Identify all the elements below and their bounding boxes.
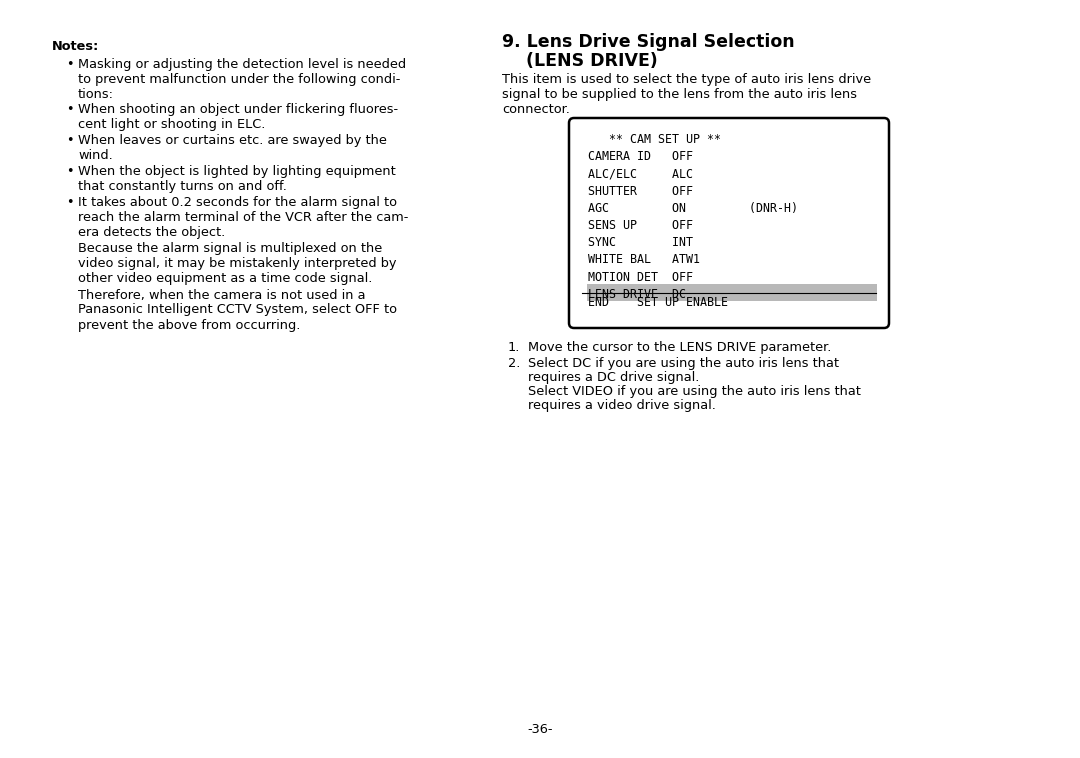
Text: LENS DRIVE  DC: LENS DRIVE DC xyxy=(588,288,686,301)
Text: SYNC        INT: SYNC INT xyxy=(588,236,693,249)
Text: Select VIDEO if you are using the auto iris lens that: Select VIDEO if you are using the auto i… xyxy=(528,385,861,399)
Bar xyxy=(588,283,877,301)
Text: END    SET UP ENABLE: END SET UP ENABLE xyxy=(588,296,728,309)
Text: •: • xyxy=(66,196,73,209)
Text: •: • xyxy=(66,103,73,116)
Text: This item is used to select the type of auto iris lens drive
signal to be suppli: This item is used to select the type of … xyxy=(502,73,872,116)
Text: requires a video drive signal.: requires a video drive signal. xyxy=(528,399,716,412)
Text: When leaves or curtains etc. are swayed by the
wind.: When leaves or curtains etc. are swayed … xyxy=(78,134,387,162)
Text: MOTION DET  OFF: MOTION DET OFF xyxy=(588,271,693,283)
Text: SHUTTER     OFF: SHUTTER OFF xyxy=(588,185,693,198)
Text: •: • xyxy=(66,165,73,178)
Text: ** CAM SET UP **: ** CAM SET UP ** xyxy=(588,133,721,146)
Text: Notes:: Notes: xyxy=(52,40,99,53)
Text: •: • xyxy=(66,58,73,71)
Text: SENS UP     OFF: SENS UP OFF xyxy=(588,219,693,232)
Text: •: • xyxy=(66,134,73,147)
Text: When shooting an object under flickering fluores-
cent light or shooting in ELC.: When shooting an object under flickering… xyxy=(78,103,399,131)
Text: requires a DC drive signal.: requires a DC drive signal. xyxy=(528,371,700,384)
Text: 2.: 2. xyxy=(508,357,521,370)
Text: WHITE BAL   ATW1: WHITE BAL ATW1 xyxy=(588,253,700,266)
Text: Because the alarm signal is multiplexed on the
video signal, it may be mistakenl: Because the alarm signal is multiplexed … xyxy=(78,242,396,285)
Text: (LENS DRIVE): (LENS DRIVE) xyxy=(502,52,658,70)
Text: Select DC if you are using the auto iris lens that: Select DC if you are using the auto iris… xyxy=(528,357,839,370)
Text: Therefore, when the camera is not used in a
Panasonic Intelligent CCTV System, s: Therefore, when the camera is not used i… xyxy=(78,289,397,331)
Text: ALC/ELC     ALC: ALC/ELC ALC xyxy=(588,168,693,180)
FancyBboxPatch shape xyxy=(569,118,889,328)
Text: When the object is lighted by lighting equipment
that constantly turns on and of: When the object is lighted by lighting e… xyxy=(78,165,395,193)
Text: 1.: 1. xyxy=(508,341,521,354)
Text: 9. Lens Drive Signal Selection: 9. Lens Drive Signal Selection xyxy=(502,33,795,51)
Text: It takes about 0.2 seconds for the alarm signal to
reach the alarm terminal of t: It takes about 0.2 seconds for the alarm… xyxy=(78,196,408,240)
Text: CAMERA ID   OFF: CAMERA ID OFF xyxy=(588,150,693,163)
Text: Move the cursor to the LENS DRIVE parameter.: Move the cursor to the LENS DRIVE parame… xyxy=(528,341,832,354)
Text: AGC         ON         (DNR-H): AGC ON (DNR-H) xyxy=(588,202,798,215)
Text: Masking or adjusting the detection level is needed
to prevent malfunction under : Masking or adjusting the detection level… xyxy=(78,58,406,101)
Text: -36-: -36- xyxy=(527,723,553,736)
